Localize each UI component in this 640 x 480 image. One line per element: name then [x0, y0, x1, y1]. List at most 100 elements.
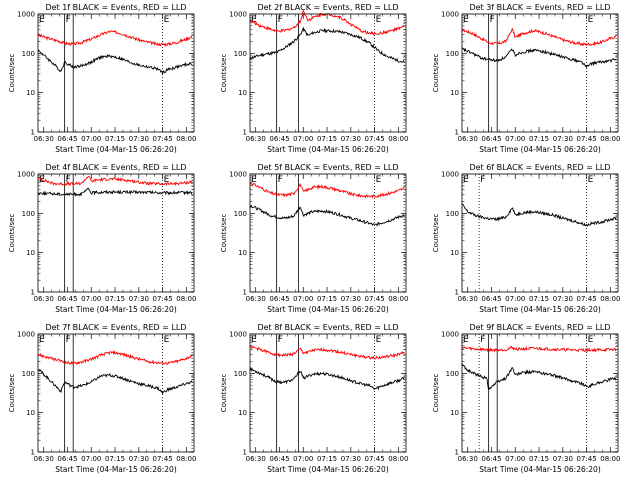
x-tick-label: 06:30 — [34, 295, 54, 303]
x-tick-label: 07:00 — [81, 455, 101, 463]
y-tick-label: 10 — [26, 249, 35, 257]
x-tick-label: 07:45 — [365, 455, 385, 463]
x-axis-label: Start Time (04-Mar-15 06:26:20) — [55, 305, 177, 314]
panel-title: Det 5f BLACK = Events, RED = LLD — [257, 163, 398, 172]
y-tick-label: 1 — [243, 449, 247, 457]
y-tick-label: 1000 — [17, 331, 35, 339]
x-tick-label: 07:00 — [293, 135, 313, 143]
flag-label: E — [164, 15, 170, 25]
y-tick-label: 1000 — [229, 331, 247, 339]
y-tick-label: 10 — [26, 89, 35, 97]
y-tick-label: 1 — [455, 289, 459, 297]
x-tick-label: 07:30 — [129, 455, 149, 463]
y-tick-label: 100 — [22, 50, 35, 58]
x-axis-label: Start Time (04-Mar-15 06:26:20) — [267, 465, 389, 474]
x-tick-label: 07:00 — [81, 295, 101, 303]
y-tick-label: 1 — [31, 289, 35, 297]
x-tick-label: 06:30 — [458, 455, 478, 463]
x-tick-label: 07:45 — [153, 135, 173, 143]
x-tick-label: 08:00 — [176, 455, 196, 463]
y-axis-label: Counts/sec — [8, 374, 16, 413]
x-axis-label: Start Time (04-Mar-15 06:26:20) — [479, 305, 601, 314]
plot-frame — [249, 13, 407, 133]
series-lld-line — [461, 27, 617, 47]
flag-label: F — [480, 335, 485, 345]
x-tick-label: 07:45 — [365, 135, 385, 143]
y-tick-label: 10 — [450, 249, 459, 257]
y-tick-label: 1 — [455, 449, 459, 457]
x-tick-label: 07:15 — [317, 295, 337, 303]
x-tick-label: 08:00 — [600, 135, 620, 143]
x-tick-label: 07:30 — [341, 455, 361, 463]
series-events-line — [462, 47, 617, 69]
x-axis-label: Start Time (04-Mar-15 06:26:20) — [267, 305, 389, 314]
y-axis-label: Counts/sec — [432, 54, 440, 93]
flag-label: F — [66, 15, 71, 25]
x-tick-label: 07:30 — [129, 295, 149, 303]
flag-label: E — [588, 175, 594, 185]
x-tick-label: 07:45 — [153, 295, 173, 303]
x-axis-label: Start Time (04-Mar-15 06:26:20) — [55, 465, 177, 474]
y-axis-label: Counts/sec — [220, 214, 228, 253]
x-tick-label: 06:30 — [458, 295, 478, 303]
x-tick-label: 06:45 — [481, 135, 501, 143]
panel-5: Det 5f BLACK = Events, RED = LLD Counts/s… — [220, 163, 408, 314]
x-tick-label: 07:00 — [505, 135, 525, 143]
panel-9: Det 9f BLACK = Events, RED = LLD Counts/s… — [432, 323, 620, 474]
x-tick-label: 08:00 — [600, 295, 620, 303]
y-tick-label: 100 — [22, 370, 35, 378]
x-tick-label: 07:00 — [81, 135, 101, 143]
y-tick-label: 10 — [26, 409, 35, 417]
plot-frame — [461, 173, 619, 293]
y-tick-label: 100 — [446, 50, 459, 58]
x-tick-label: 06:30 — [34, 455, 54, 463]
panel-1: Det 1f BLACK = Events, RED = LLD Counts/s… — [8, 3, 196, 154]
flag-label: E — [588, 335, 594, 345]
series-lld-line — [249, 345, 405, 360]
x-axis-label: Start Time (04-Mar-15 06:26:20) — [267, 145, 389, 154]
x-tick-label: 06:45 — [57, 135, 77, 143]
x-axis-label: Start Time (04-Mar-15 06:26:20) — [479, 145, 601, 154]
x-tick-label: 08:00 — [600, 455, 620, 463]
flag-label: E — [376, 175, 382, 185]
x-tick-label: 07:45 — [577, 455, 597, 463]
flag-label: E — [164, 175, 170, 185]
x-tick-label: 07:15 — [529, 455, 549, 463]
flag-label: F — [278, 175, 283, 185]
x-tick-label: 06:45 — [269, 455, 289, 463]
flag-label: E — [376, 335, 382, 345]
x-tick-label: 07:15 — [529, 295, 549, 303]
series-lld-line — [37, 29, 193, 47]
series-lld-line — [37, 176, 193, 187]
y-tick-label: 1 — [31, 129, 35, 137]
flag-label: E — [588, 15, 594, 25]
flag-label: E — [251, 335, 257, 345]
x-tick-label: 08:00 — [176, 295, 196, 303]
panel-title: Det 4f BLACK = Events, RED = LLD — [45, 163, 186, 172]
series-events-line — [462, 203, 617, 227]
series-lld-line — [37, 349, 193, 365]
panel-title: Det 6f BLACK = Events, RED = LLD — [469, 163, 610, 172]
x-tick-label: 07:15 — [105, 135, 125, 143]
panel-3: Det 3f BLACK = Events, RED = LLD Counts/s… — [432, 3, 620, 154]
y-axis-label: Counts/sec — [8, 54, 16, 93]
series-events-line — [37, 187, 193, 198]
y-tick-label: 1 — [455, 129, 459, 137]
y-axis-label: Counts/sec — [432, 374, 440, 413]
y-tick-label: 100 — [446, 210, 459, 218]
flag-label: F — [66, 175, 71, 185]
x-tick-label: 06:45 — [57, 295, 77, 303]
flag-label: F — [278, 15, 283, 25]
series-lld-line — [461, 346, 617, 353]
plot-frame — [37, 173, 195, 293]
y-axis-label: Counts/sec — [8, 214, 16, 253]
x-tick-label: 07:30 — [341, 135, 361, 143]
x-tick-label: 07:45 — [153, 455, 173, 463]
y-tick-label: 1000 — [441, 11, 459, 19]
x-tick-label: 06:45 — [481, 455, 501, 463]
x-tick-label: 06:45 — [57, 455, 77, 463]
x-tick-label: 08:00 — [388, 295, 408, 303]
x-tick-label: 07:00 — [505, 455, 525, 463]
series-events-line — [37, 368, 193, 395]
